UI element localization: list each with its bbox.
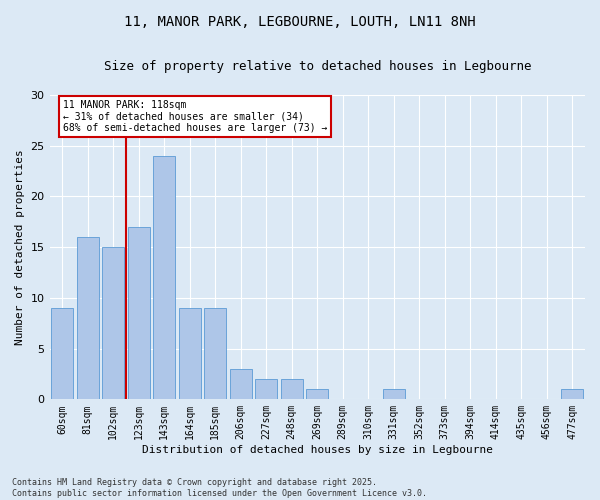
Bar — [230, 369, 251, 400]
Bar — [154, 156, 175, 400]
Title: Size of property relative to detached houses in Legbourne: Size of property relative to detached ho… — [104, 60, 531, 73]
Bar — [256, 379, 277, 400]
Bar — [281, 379, 302, 400]
Bar — [562, 389, 583, 400]
Bar — [307, 389, 328, 400]
Text: Contains HM Land Registry data © Crown copyright and database right 2025.
Contai: Contains HM Land Registry data © Crown c… — [12, 478, 427, 498]
Bar — [103, 247, 124, 400]
Bar — [77, 237, 98, 400]
Bar — [205, 308, 226, 400]
Bar — [179, 308, 200, 400]
Y-axis label: Number of detached properties: Number of detached properties — [15, 150, 25, 345]
Text: 11 MANOR PARK: 118sqm
← 31% of detached houses are smaller (34)
68% of semi-deta: 11 MANOR PARK: 118sqm ← 31% of detached … — [63, 100, 327, 134]
Bar — [383, 389, 404, 400]
Bar — [52, 308, 73, 400]
X-axis label: Distribution of detached houses by size in Legbourne: Distribution of detached houses by size … — [142, 445, 493, 455]
Bar — [128, 227, 149, 400]
Text: 11, MANOR PARK, LEGBOURNE, LOUTH, LN11 8NH: 11, MANOR PARK, LEGBOURNE, LOUTH, LN11 8… — [124, 15, 476, 29]
